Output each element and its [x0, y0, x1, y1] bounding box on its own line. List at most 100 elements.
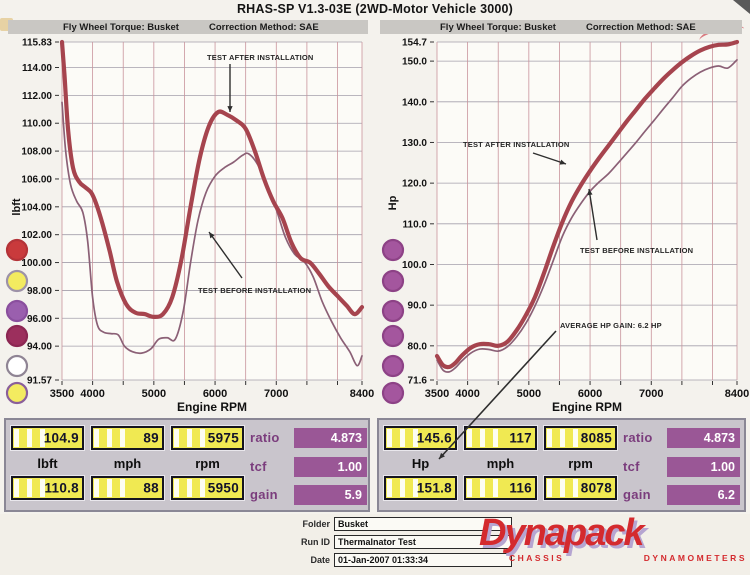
x-tick-label: 7000	[264, 388, 288, 400]
ratio-label: ratio	[250, 430, 280, 445]
plot-area	[437, 42, 737, 380]
unit-label-rpm: rpm	[195, 456, 220, 471]
mph-readout-display: 116	[464, 476, 537, 500]
y-tick-label: 120.0	[402, 179, 427, 190]
mph-readout-display: 89	[91, 426, 164, 450]
date-field[interactable]: 01-Jan-2007 01:33:34	[334, 553, 512, 567]
legend-dot	[381, 269, 405, 293]
y-tick-label: 90.0	[408, 301, 428, 312]
rpm-readout-display: 5975	[171, 426, 244, 450]
y-tick-label: 80.0	[408, 341, 428, 352]
plot-area	[62, 42, 362, 380]
y-tick-label: 98.00	[27, 286, 52, 297]
annotation-arrowhead	[587, 189, 593, 196]
x-tick-label: 5000	[517, 388, 541, 400]
legend-dot	[381, 238, 405, 262]
mph-before-value: 116	[509, 480, 532, 496]
mph-after-value: 89	[143, 430, 159, 446]
unit-label-hp: Hp	[411, 456, 430, 471]
x-tick-label: 6000	[578, 388, 602, 400]
y-axis-title: Hp	[387, 195, 399, 210]
hp-correction-method: Correction Method: SAE	[585, 21, 696, 33]
dynapack-wordmark: Dynapack	[479, 512, 645, 554]
x-axis-title: Engine RPM	[177, 400, 247, 414]
torque-readout-display: 104.9	[11, 426, 84, 450]
x-tick-label: 7000	[639, 388, 663, 400]
legend-dot	[5, 324, 29, 348]
series-test-before-installation	[61, 101, 363, 367]
tagline-dynamometers: DYNAMOMETERS	[643, 552, 747, 563]
gain-value: 6.2	[667, 485, 740, 505]
report-footer: Folder Busket Run ID Thermalnator Test D…	[0, 514, 750, 575]
y-tick-label: 106.00	[21, 174, 52, 185]
legend-dot	[381, 324, 405, 348]
rpm-before-value: 8078	[580, 480, 612, 496]
annotation-text: AVERAGE HP GAIN: 6.2 HP	[560, 321, 662, 330]
x-tick-label: 4000	[80, 388, 104, 400]
rpm-before-value: 5950	[207, 480, 239, 496]
y-tick-label: 102.00	[21, 230, 52, 241]
legend-dot	[381, 381, 405, 405]
x-tick-label: 3500	[425, 388, 449, 400]
torque-chart-title: Fly Wheel Torque: Busket	[63, 21, 179, 33]
date-label: Date	[310, 555, 330, 565]
y-tick-label: 71.6	[408, 376, 428, 387]
dynapack-logo: Dynapack CHASSIS DYNAMOMETERS	[479, 512, 747, 572]
y-tick-label: 154.7	[402, 38, 427, 49]
annotation-arrow	[588, 188, 598, 241]
x-tick-label: 6000	[203, 388, 227, 400]
rpm-readout-display: 8078	[544, 476, 617, 500]
x-tick-label: 8400	[725, 388, 749, 400]
annotation-arrowhead	[559, 159, 566, 165]
legend-dot	[5, 238, 29, 262]
gain-label: gain	[250, 487, 278, 502]
folder-field[interactable]: Busket	[334, 517, 512, 531]
legend-dot	[5, 269, 29, 293]
y-tick-label: 100.00	[21, 258, 52, 269]
annotation-text: TEST BEFORE INSTALLATION	[198, 286, 311, 295]
mph-readout-display: 117	[464, 426, 537, 450]
y-tick-label: 104.00	[21, 202, 52, 213]
hp-after-value: 145.6	[416, 430, 452, 446]
y-tick-label: 91.57	[27, 376, 52, 387]
annotation-arrowhead	[209, 232, 215, 239]
hp-chart: 154.7 150.0 140.0 130.0 120.0 110.0 100.0 90.0 8…	[381, 38, 749, 414]
tcf-value: 1.00	[294, 457, 367, 477]
y-tick-label: 96.00	[27, 314, 52, 325]
unit-label-lbft: lbft	[37, 456, 58, 471]
legend-dot	[5, 299, 29, 323]
ratio-value: 4.873	[294, 428, 367, 448]
y-axis-title: lbft	[11, 198, 23, 215]
annotation-text: TEST AFTER INSTALLATION	[463, 140, 570, 149]
torque-readout-display: 110.8	[11, 476, 84, 500]
y-tick-label: 130.0	[402, 138, 427, 149]
unit-label-mph: mph	[113, 456, 142, 471]
hp-chart-header: Fly Wheel Torque: Busket Correction Meth…	[380, 20, 742, 34]
y-tick-label: 94.00	[27, 342, 52, 353]
tcf-label: tcf	[623, 459, 640, 474]
tcf-label: tcf	[250, 459, 267, 474]
page-title: RHAS-SP V1.3-03E (2WD-Motor Vehicle 3000…	[236, 2, 514, 16]
y-tick-label: 140.0	[402, 97, 427, 108]
torque-before-value: 110.8	[44, 480, 79, 496]
run-id-field[interactable]: Thermalnator Test	[334, 535, 512, 549]
run-id-label: Run ID	[301, 537, 330, 547]
legend-dot	[381, 299, 405, 323]
torque-after-value: 104.9	[43, 430, 79, 446]
gain-value: 5.9	[294, 485, 367, 505]
x-tick-label: 4000	[455, 388, 479, 400]
annotation-arrow	[208, 231, 243, 279]
annotation-text: TEST BEFORE INSTALLATION	[580, 246, 693, 255]
y-tick-label: 114.00	[22, 63, 52, 74]
mph-before-value: 88	[143, 480, 159, 496]
legend-dot	[5, 381, 29, 405]
dynapack-tagline: CHASSIS DYNAMOMETERS	[509, 553, 747, 563]
ratio-value: 4.873	[667, 428, 740, 448]
annotation-text: TEST AFTER INSTALLATION	[207, 53, 314, 62]
y-tick-label: 100.0	[402, 260, 427, 271]
hp-chart-title: Fly Wheel Torque: Busket	[440, 21, 556, 33]
ratio-label: ratio	[623, 430, 653, 445]
mph-readout-display: 88	[91, 476, 164, 500]
y-tick-label: 150.0	[402, 57, 427, 68]
